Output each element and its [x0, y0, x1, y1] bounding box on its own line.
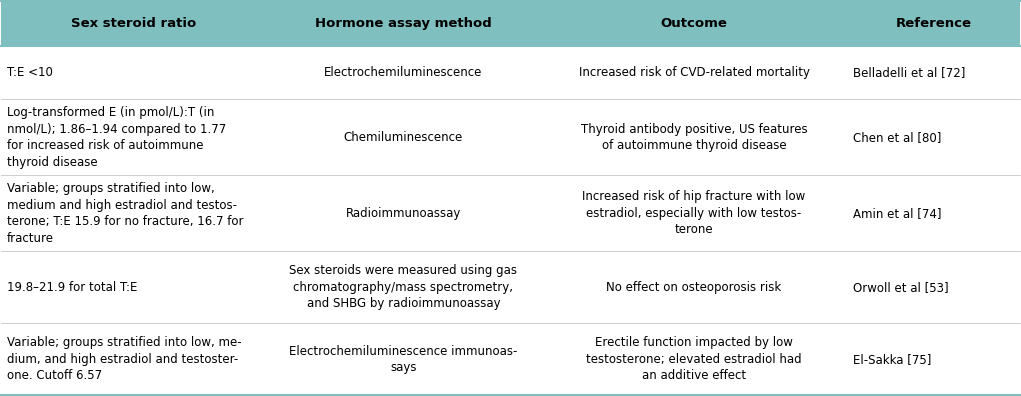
Text: El-Sakka [75]: El-Sakka [75]: [854, 353, 931, 366]
Text: Electrochemiluminescence: Electrochemiluminescence: [325, 66, 483, 79]
Bar: [1, 251, 1020, 324]
Text: Belladelli et al [72]: Belladelli et al [72]: [854, 66, 966, 79]
Text: Log-transformed E (in pmol/L):T (in
nmol/L); 1.86–1.94 compared to 1.77
for incr: Log-transformed E (in pmol/L):T (in nmol…: [7, 106, 226, 169]
Text: Sex steroids were measured using gas
chromatography/mass spectrometry,
and SHBG : Sex steroids were measured using gas chr…: [289, 265, 518, 310]
Bar: [1, 99, 1020, 175]
Text: Chen et al [80]: Chen et al [80]: [854, 131, 941, 144]
Text: T:E <10: T:E <10: [7, 66, 53, 79]
Bar: [1, 1, 1020, 46]
Text: Increased risk of CVD-related mortality: Increased risk of CVD-related mortality: [579, 66, 810, 79]
Text: Variable; groups stratified into low, me-
dium, and high estradiol and testoster: Variable; groups stratified into low, me…: [7, 336, 241, 383]
Text: Radioimmunoassay: Radioimmunoassay: [346, 207, 461, 220]
Text: Increased risk of hip fracture with low
estradiol, especially with low testos-
t: Increased risk of hip fracture with low …: [582, 190, 806, 236]
Text: No effect on osteoporosis risk: No effect on osteoporosis risk: [606, 281, 782, 294]
Text: Variable; groups stratified into low,
medium and high estradiol and testos-
tero: Variable; groups stratified into low, me…: [7, 182, 243, 245]
Text: Chemiluminescence: Chemiluminescence: [344, 131, 464, 144]
Text: Outcome: Outcome: [661, 17, 728, 30]
Text: Electrochemiluminescence immunoas-
says: Electrochemiluminescence immunoas- says: [289, 345, 518, 374]
Bar: [1, 175, 1020, 251]
Text: 19.8–21.9 for total T:E: 19.8–21.9 for total T:E: [7, 281, 137, 294]
Text: Reference: Reference: [895, 17, 972, 30]
Text: Amin et al [74]: Amin et al [74]: [854, 207, 941, 220]
Text: Hormone assay method: Hormone assay method: [315, 17, 492, 30]
Text: Sex steroid ratio: Sex steroid ratio: [70, 17, 196, 30]
Text: Erectile function impacted by low
testosterone; elevated estradiol had
an additi: Erectile function impacted by low testos…: [586, 336, 801, 383]
Text: Thyroid antibody positive, US features
of autoimmune thyroid disease: Thyroid antibody positive, US features o…: [581, 123, 808, 152]
Bar: [1, 324, 1020, 395]
Bar: [1, 46, 1020, 99]
Text: Orwoll et al [53]: Orwoll et al [53]: [854, 281, 949, 294]
